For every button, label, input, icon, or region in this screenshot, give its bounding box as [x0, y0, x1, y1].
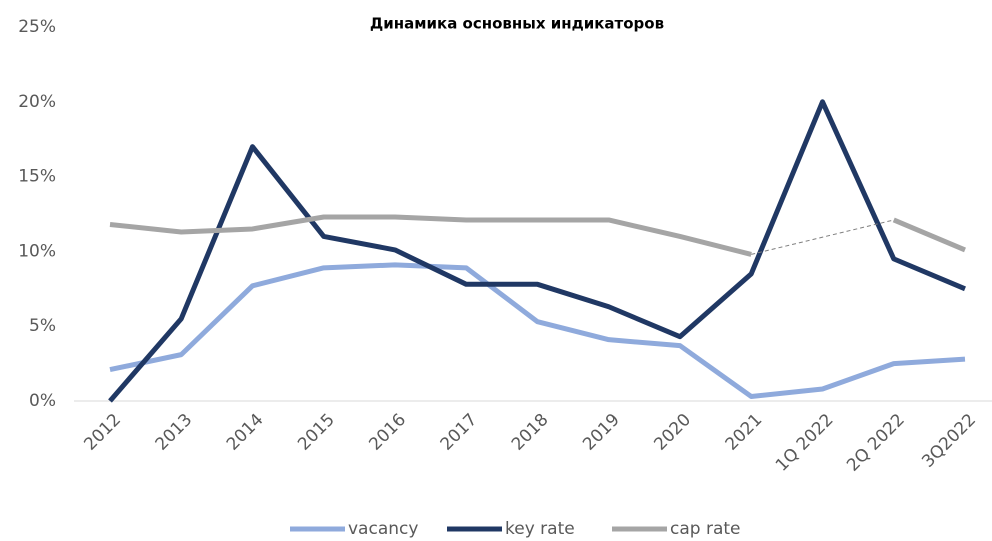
x-tick-label: 2019 — [579, 410, 624, 455]
x-tick-label: 1Q 2022 — [772, 410, 838, 476]
series-line — [109, 214, 752, 257]
x-tick-label: 2Q 2022 — [843, 410, 909, 476]
x-tick-label: 2017 — [437, 410, 482, 455]
y-tick-label: 10% — [18, 241, 56, 261]
y-tick-label: 20% — [18, 92, 56, 112]
y-tick-label: 25% — [18, 17, 56, 37]
x-tick-label: 2014 — [223, 410, 268, 455]
x-tick-label: 2016 — [365, 410, 410, 455]
x-tick-label: 2012 — [80, 410, 125, 455]
series-line — [108, 99, 966, 403]
series-line — [109, 262, 966, 400]
legend-label: key rate — [505, 519, 575, 539]
legend-label: vacancy — [348, 519, 418, 539]
series-line — [892, 217, 966, 253]
legend-label: cap rate — [670, 519, 741, 539]
y-tick-label: 5% — [29, 316, 56, 336]
x-tick-label: 2018 — [508, 410, 553, 455]
y-tick-label: 0% — [29, 391, 56, 411]
x-tick-label: 2020 — [650, 410, 695, 455]
y-tick-label: 15% — [18, 167, 56, 187]
x-tick-label: 3Q2022 — [918, 410, 980, 472]
x-tick-label: 2015 — [294, 410, 339, 455]
chart-title: Динамика основных индикаторов — [370, 15, 664, 33]
gap-connector — [751, 219, 894, 255]
x-tick-label: 2021 — [722, 410, 767, 455]
x-tick-label: 2013 — [152, 410, 197, 455]
